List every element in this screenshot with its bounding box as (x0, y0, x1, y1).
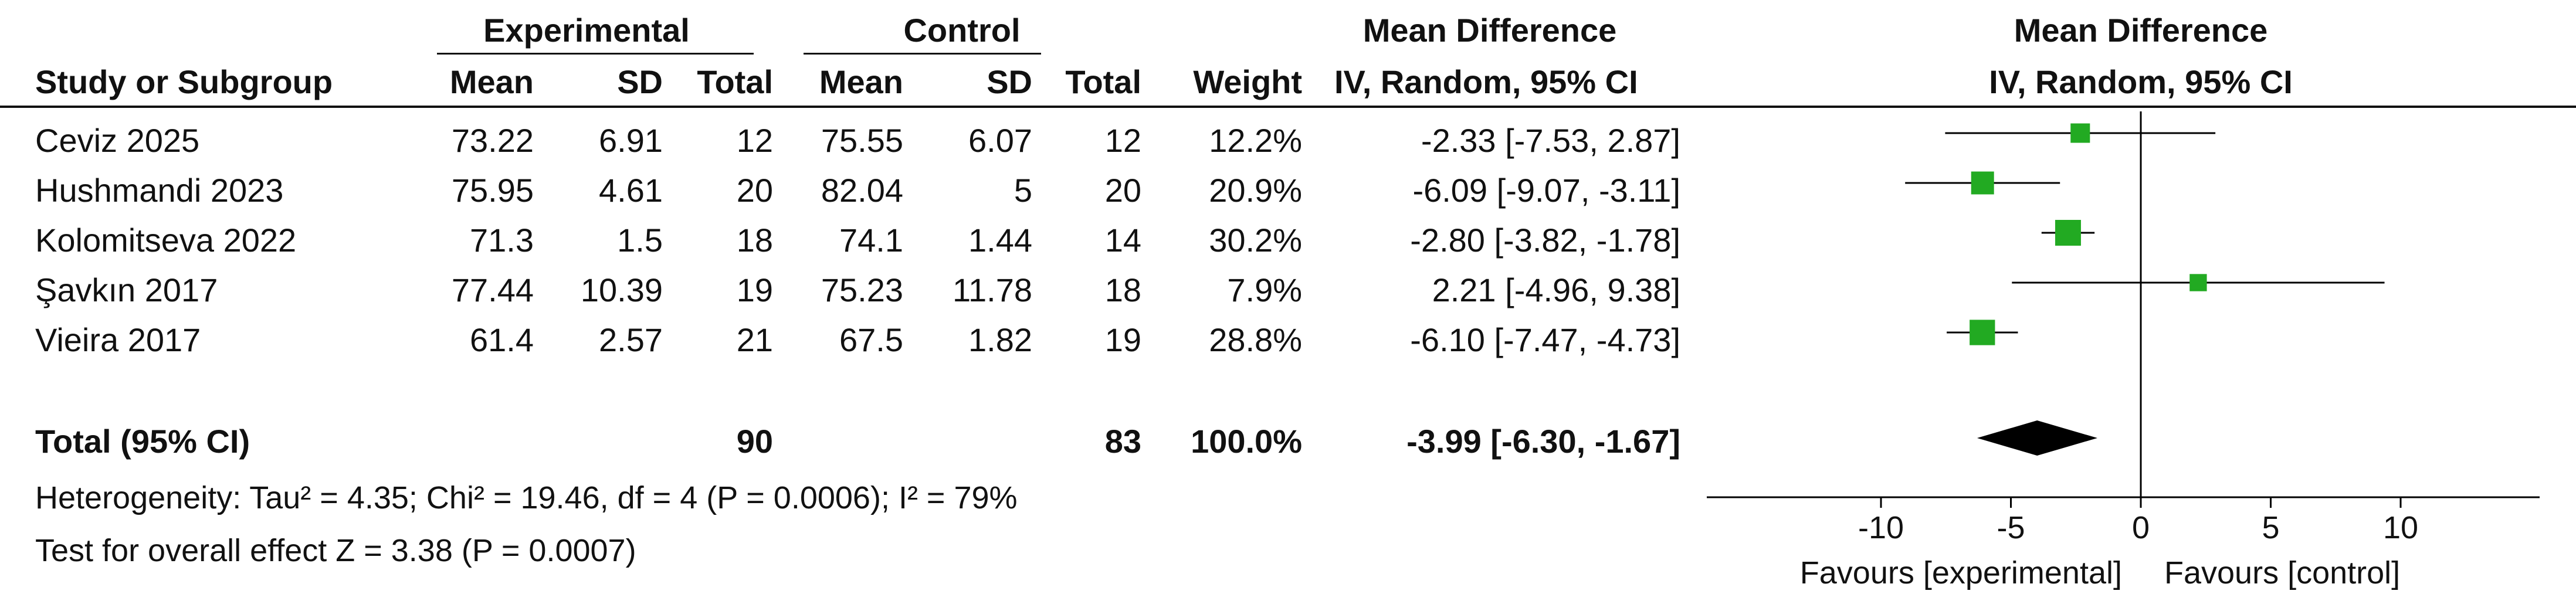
study-marker (1970, 320, 1995, 345)
ci-text: -2.80 [-3.82, -1.78] (1410, 222, 1680, 259)
exp-sd: 10.39 (580, 271, 663, 308)
control-group-header: Control (903, 12, 1021, 49)
x-tick-label: -5 (1997, 510, 2025, 545)
weight: 12.2% (1209, 122, 1302, 159)
ctl-mean: 75.55 (821, 122, 903, 159)
study-name: Hushmandi 2023 (35, 172, 284, 209)
ctl-mean: 74.1 (839, 222, 903, 259)
study-column-header: Study or Subgroup (35, 63, 333, 100)
study-marker (1971, 171, 1994, 195)
ctl-sd: 6.07 (968, 122, 1032, 159)
study-marker (2055, 220, 2081, 246)
total-exp-total: 90 (736, 423, 773, 460)
heterogeneity-text: Heterogeneity: Tau² = 4.35; Chi² = 19.46… (35, 480, 1018, 515)
ctl-total: 14 (1104, 222, 1141, 259)
exp-total-header: Total (697, 63, 773, 100)
study-name: Ceviz 2025 (35, 122, 200, 159)
exp-sd: 1.5 (617, 222, 663, 259)
exp-sd: 2.57 (599, 321, 663, 358)
ctl-total: 18 (1104, 271, 1141, 308)
control-underline (804, 53, 1041, 55)
study-name: Vieira 2017 (35, 321, 201, 358)
x-tick-label: -10 (1858, 510, 1904, 545)
ctl-sd: 5 (1014, 172, 1032, 209)
total-weight: 100.0% (1191, 423, 1302, 460)
experimental-underline (437, 53, 754, 55)
ctl-mean: 75.23 (821, 271, 903, 308)
total-label: Total (95% CI) (35, 423, 250, 460)
ci-text: -6.09 [-9.07, -3.11] (1412, 172, 1680, 209)
method-header: IV, Random, 95% CI (1334, 63, 1638, 100)
exp-total: 21 (736, 321, 773, 358)
exp-mean: 77.44 (451, 271, 534, 308)
experimental-group-header: Experimental (483, 12, 690, 49)
study-marker (2189, 274, 2207, 291)
exp-total: 12 (736, 122, 773, 159)
exp-mean: 73.22 (451, 122, 534, 159)
ctl-total: 19 (1104, 321, 1141, 358)
ctl-sd: 11.78 (953, 271, 1032, 308)
exp-total: 20 (736, 172, 773, 209)
weight: 30.2% (1209, 222, 1302, 259)
exp-total: 18 (736, 222, 773, 259)
ctl-mean-header: Mean (819, 63, 903, 100)
ctl-total: 20 (1104, 172, 1141, 209)
study-name: Şavkın 2017 (35, 271, 218, 308)
x-tick-label: 5 (2262, 510, 2279, 545)
exp-mean: 71.3 (470, 222, 534, 259)
total-ctl-total: 83 (1104, 423, 1141, 460)
ci-text: -6.10 [-7.47, -4.73] (1410, 321, 1680, 358)
weight: 20.9% (1209, 172, 1302, 209)
ctl-sd-header: SD (987, 63, 1032, 100)
exp-sd: 6.91 (599, 122, 663, 159)
exp-mean: 75.95 (451, 172, 534, 209)
mean-difference-header: Mean Difference (1362, 12, 1617, 49)
ctl-mean: 67.5 (839, 321, 903, 358)
plot-title-header: Mean Difference (2014, 12, 2268, 49)
study-marker (2070, 123, 2090, 143)
exp-sd: 4.61 (599, 172, 663, 209)
favours-experimental-label: Favours [experimental] (1799, 555, 2122, 590)
exp-mean: 61.4 (470, 321, 534, 358)
study-name: Kolomitseva 2022 (35, 222, 297, 259)
ctl-sd: 1.44 (968, 222, 1032, 259)
weight: 28.8% (1209, 321, 1302, 358)
ctl-total: 12 (1104, 122, 1141, 159)
overall-effect-text: Test for overall effect Z = 3.38 (P = 0.… (35, 533, 636, 568)
exp-sd-header: SD (617, 63, 663, 100)
weight: 7.9% (1227, 271, 1302, 308)
ctl-total-header: Total (1065, 63, 1141, 100)
pooled-diamond (1977, 420, 2098, 456)
header-rule (0, 106, 2576, 108)
ctl-sd: 1.82 (968, 321, 1032, 358)
plot-method-header: IV, Random, 95% CI (1989, 63, 2293, 100)
ci-text: -2.33 [-7.53, 2.87] (1421, 122, 1680, 159)
x-tick-label: 0 (2132, 510, 2150, 545)
ctl-mean: 82.04 (821, 172, 903, 209)
ci-text: 2.21 [-4.96, 9.38] (1432, 271, 1680, 308)
exp-mean-header: Mean (449, 63, 534, 100)
favours-control-label: Favours [control] (2164, 555, 2401, 590)
total-ci-text: -3.99 [-6.30, -1.67] (1406, 423, 1680, 460)
x-tick-label: 10 (2383, 510, 2418, 545)
exp-total: 19 (736, 271, 773, 308)
weight-header: Weight (1193, 63, 1302, 100)
